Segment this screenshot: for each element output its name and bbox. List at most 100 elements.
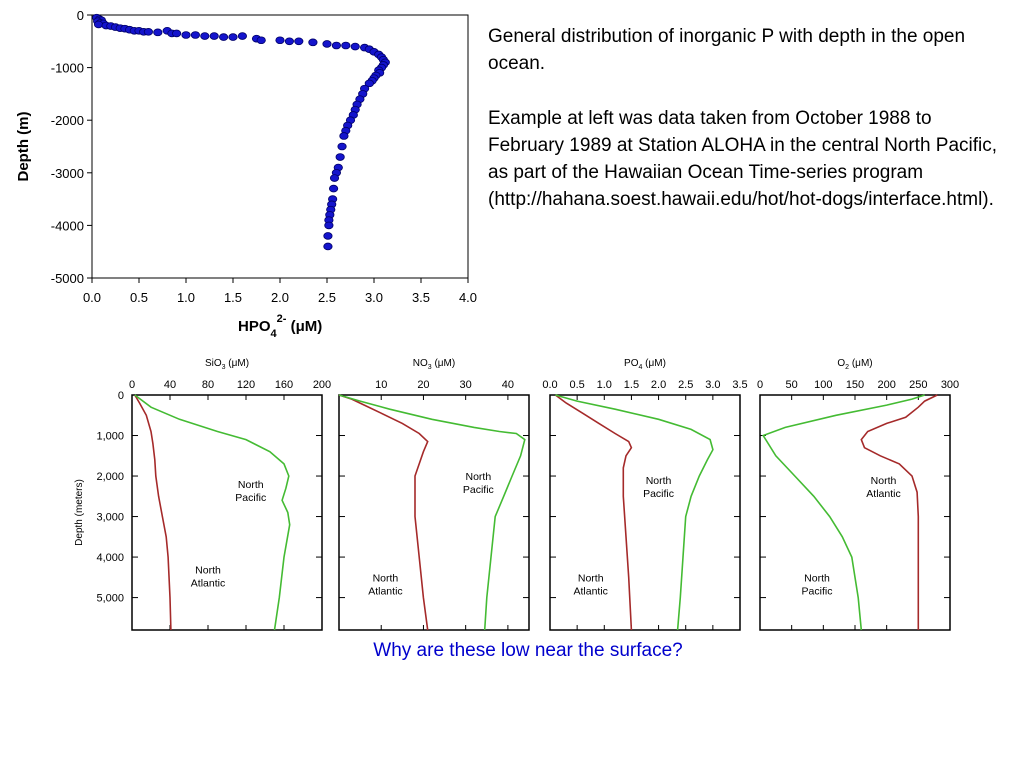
data-point <box>350 42 360 51</box>
series-line <box>134 394 172 631</box>
series-label-line: North <box>646 475 672 487</box>
data-point <box>219 33 229 41</box>
data-point <box>93 20 104 29</box>
x-axis-label-base: HPO <box>238 318 271 335</box>
x-tick-label: 3.0 <box>365 290 383 305</box>
series-label-line: North <box>373 572 399 584</box>
series-line <box>338 394 429 631</box>
series-line <box>555 394 714 631</box>
series-label-line: Pacific <box>463 484 494 496</box>
x-tick-label: 3.5 <box>412 290 430 305</box>
panel-top-label-sub: 3 <box>222 364 226 371</box>
series-label: North Atlantic <box>866 475 900 500</box>
panel-frame <box>549 394 741 631</box>
x-tick-label: 250 <box>909 379 927 391</box>
series-label: North Atlantic <box>368 572 402 597</box>
x-tick-label: 10 <box>375 379 387 391</box>
data-point <box>228 33 238 41</box>
data-point <box>237 32 247 40</box>
y-tick-label: 4,000 <box>96 552 124 564</box>
series-label-line: North <box>578 572 604 584</box>
x-axis-label: HPO4 2- (μM) <box>238 313 322 340</box>
x-tick-label: 160 <box>275 379 293 391</box>
series-label-line: Atlantic <box>573 585 607 597</box>
x-tick-label: 0.0 <box>83 290 101 305</box>
data-point <box>200 32 210 40</box>
data-point <box>143 28 153 36</box>
data-point <box>337 142 347 151</box>
y-tick-label: 2,000 <box>96 471 124 483</box>
info-paragraph-1: General distribution of inorganic P with… <box>488 26 966 74</box>
data-point <box>190 31 200 39</box>
data-point <box>324 221 334 230</box>
data-point <box>331 41 341 50</box>
y-axis-label: Depth (meters) <box>74 479 85 546</box>
data-point <box>284 37 294 46</box>
series-label-line: North <box>804 572 830 584</box>
x-tick-label: 30 <box>460 379 472 391</box>
data-point <box>153 28 163 37</box>
x-tick-label: 4.0 <box>459 290 477 305</box>
panel-top-label-sub: 2 <box>845 364 849 371</box>
series-label-line: North <box>871 475 897 487</box>
data-point <box>323 232 333 240</box>
x-tick-label: 80 <box>202 379 214 391</box>
info-paragraph-2: Example at left was data taken from Octo… <box>488 108 998 210</box>
plot-frame <box>91 14 469 279</box>
question-caption: Why are these low near the surface? <box>373 640 683 661</box>
panel-top-label-base: NO <box>413 358 428 369</box>
data-point <box>308 38 318 47</box>
series-label-line: Pacific <box>235 492 266 504</box>
series-label-line: Atlantic <box>368 585 402 597</box>
y-axis-label: Depth (m) <box>15 112 32 182</box>
series-line <box>134 394 291 631</box>
series-label: North Pacific <box>802 572 833 597</box>
x-tick-label: 1.5 <box>224 290 242 305</box>
data-point <box>341 41 351 50</box>
x-tick-label: 200 <box>313 379 331 391</box>
series-label-line: Pacific <box>643 488 674 500</box>
series-label-line: Atlantic <box>191 577 225 589</box>
x-tick-label: 2.0 <box>651 379 666 391</box>
x-tick-label: 0 <box>757 379 763 391</box>
y-tick-label: -1000 <box>51 61 84 76</box>
y-tick-label: -5000 <box>51 271 84 286</box>
x-tick-label: 200 <box>877 379 895 391</box>
series-label-line: Pacific <box>802 585 833 597</box>
x-tick-label: 0.5 <box>130 290 148 305</box>
data-point <box>256 36 266 45</box>
x-tick-label: 1.5 <box>624 379 639 391</box>
series-line <box>860 394 938 630</box>
x-tick-label: 2.5 <box>678 379 693 391</box>
x-axis-label-sub: 4 <box>271 328 278 340</box>
data-point <box>172 29 182 38</box>
data-point <box>335 153 345 161</box>
x-tick-label: 1.0 <box>597 379 612 391</box>
series-label-line: North <box>238 479 264 491</box>
panel-top-label-unit: (μM) <box>849 358 873 369</box>
phosphate-depth-scatter-chart: 0 -1000 -2000 -3000 -4000 -5000 0.0 0.5 1.0 1.5 2.… <box>15 8 477 340</box>
panel-top-label-sub: 4 <box>639 364 643 371</box>
y-tick-label: 0 <box>118 390 124 402</box>
data-point <box>275 36 285 45</box>
series-label: North Pacific <box>643 475 674 500</box>
x-tick-label: 300 <box>941 379 959 391</box>
x-tick-label: 2.5 <box>318 290 336 305</box>
y-tick-label: 5,000 <box>96 593 124 605</box>
series-label: North Pacific <box>463 471 494 496</box>
data-point <box>328 184 339 193</box>
series-label: North Atlantic <box>191 564 225 589</box>
x-axis-label-unit: (μM) <box>286 318 322 335</box>
panel-top-label-unit: (μM) <box>226 358 250 369</box>
data-point <box>364 79 374 88</box>
panel-top-label: O2 (μM) <box>837 358 872 371</box>
x-tick-label: 0.0 <box>542 379 557 391</box>
data-point <box>322 40 332 48</box>
panel-frame <box>759 394 951 631</box>
series-label-line: North <box>465 471 491 483</box>
x-tick-label: 40 <box>502 379 514 391</box>
nutrient-profile-panels: SiO3 (μM)0 40 80 120 160 20001,0002,0003,0004… <box>74 358 959 631</box>
series-label: North Atlantic <box>573 572 607 597</box>
